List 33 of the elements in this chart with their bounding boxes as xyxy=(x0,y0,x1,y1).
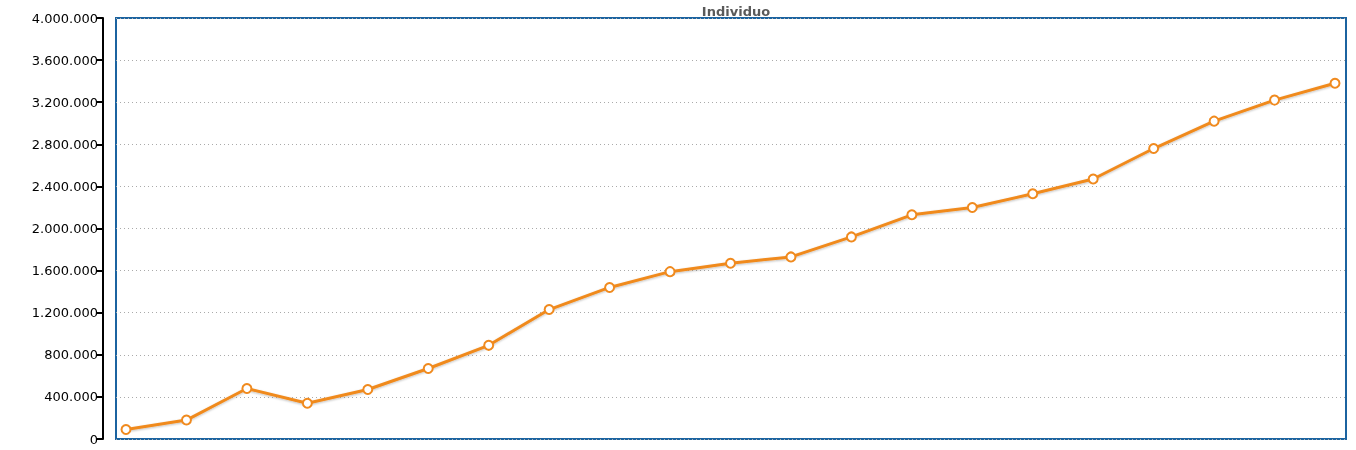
point xyxy=(483,339,495,351)
point xyxy=(725,257,736,269)
y-tick-label: 3.600.000 xyxy=(31,52,98,68)
point xyxy=(1329,77,1341,89)
point xyxy=(906,209,918,221)
y-tick-label: 0 xyxy=(89,431,98,447)
point xyxy=(241,382,253,394)
point xyxy=(845,231,857,243)
y-tick-label: 2.800.000 xyxy=(31,136,98,152)
point xyxy=(180,414,192,426)
y-tick-label: 800.000 xyxy=(44,347,98,363)
point xyxy=(664,266,676,278)
point xyxy=(1027,188,1039,200)
point xyxy=(604,281,616,293)
point xyxy=(422,362,434,374)
point xyxy=(301,397,313,409)
point xyxy=(785,251,797,263)
chart-title: Individuo xyxy=(701,4,771,19)
point xyxy=(1208,115,1220,127)
y-tick-label: 2.000.000 xyxy=(31,221,98,236)
point xyxy=(1087,173,1099,185)
y-tick-label: 1.200.000 xyxy=(31,305,98,321)
point xyxy=(120,424,132,436)
y-tick-label: 2.400.000 xyxy=(31,178,98,194)
point xyxy=(1148,143,1160,155)
point xyxy=(966,201,978,213)
point xyxy=(543,304,555,316)
y-tick-label: 3.200.000 xyxy=(31,94,98,110)
point xyxy=(1269,94,1281,106)
y-tick-label: 4.000.000 xyxy=(31,10,98,26)
y-tick-label: 1.600.000 xyxy=(31,263,98,279)
y-tick-label: 400.000 xyxy=(44,389,98,405)
point xyxy=(362,384,374,396)
